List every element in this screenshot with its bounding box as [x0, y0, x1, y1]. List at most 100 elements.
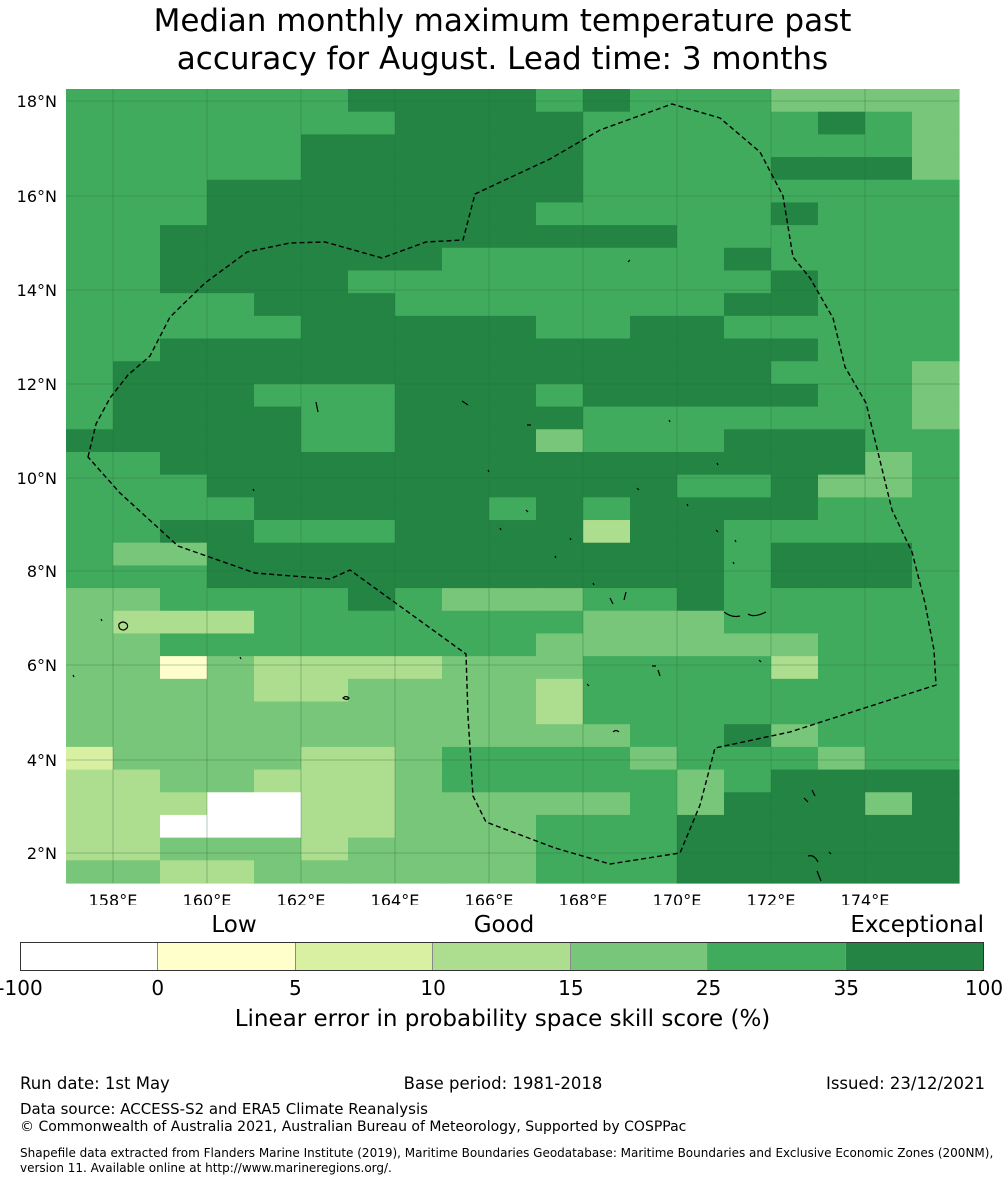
grid-cell: [677, 315, 725, 340]
grid-cell: [583, 429, 631, 453]
grid-cell: [395, 633, 443, 657]
grid-cell: [583, 270, 631, 294]
grid-cell: [583, 837, 631, 861]
grid-cell: [66, 451, 114, 476]
grid-cell: [771, 588, 819, 612]
grid-cell: [442, 520, 490, 544]
grid-cell: [66, 542, 114, 566]
grid-cell: [724, 746, 772, 771]
grid-cell: [254, 678, 302, 703]
longitude-tick-label: 174°E: [841, 891, 890, 905]
grid-cell: [912, 588, 960, 612]
grid-cell: [677, 724, 725, 748]
grid-cell: [865, 315, 913, 340]
grid-cell: [724, 837, 772, 861]
grid-cell: [630, 315, 678, 340]
shapefile-credit-line-2: version 11. Available online at http://w…: [20, 1161, 392, 1175]
grid-cell: [160, 724, 208, 748]
grid-cell: [912, 451, 960, 476]
grid-cell: [254, 315, 302, 340]
grid-cell: [254, 293, 302, 317]
grid-cell: [677, 338, 725, 362]
grid-cell: [818, 701, 866, 725]
grid-cell: [583, 315, 631, 340]
grid-cell: [442, 678, 490, 703]
grid-cell: [912, 293, 960, 317]
grid-cell: [677, 361, 725, 385]
grid-cell: [489, 157, 537, 181]
grid-cell: [442, 247, 490, 272]
grid-cell: [301, 701, 349, 725]
grid-cell: [113, 837, 161, 861]
grid-cell: [536, 565, 584, 589]
grid-cell: [301, 474, 349, 498]
grid-cell: [630, 701, 678, 725]
grid-cell: [207, 383, 255, 408]
grid-cell: [160, 293, 208, 317]
grid-cell: [442, 814, 490, 839]
grid-cell: [771, 497, 819, 521]
grid-cell: [254, 406, 302, 430]
grid-cell: [395, 610, 443, 635]
longitude-tick-label: 170°E: [653, 891, 702, 905]
grid-cell: [489, 814, 537, 839]
grid-cell: [677, 202, 725, 226]
grid-cell: [348, 497, 396, 521]
grid-cell: [442, 202, 490, 226]
grid-cell: [724, 134, 772, 158]
grid-cell: [254, 429, 302, 453]
grid-cell: [348, 678, 396, 703]
grid-cell: [630, 338, 678, 362]
grid-cell: [771, 429, 819, 453]
grid-cell: [348, 701, 396, 725]
grid-cell: [536, 701, 584, 725]
grid-cell: [489, 247, 537, 272]
copyright-notice: © Commonwealth of Australia 2021, Austra…: [20, 1119, 687, 1135]
grid-cell: [583, 814, 631, 839]
grid-cell: [207, 361, 255, 385]
grid-cell: [536, 429, 584, 453]
grid-cell: [66, 270, 114, 294]
grid-cell: [630, 293, 678, 317]
grid-cell: [865, 202, 913, 226]
grid-cell: [724, 701, 772, 725]
colorbar-segment: [21, 943, 159, 970]
grid-cell: [66, 860, 114, 884]
grid-cell: [724, 202, 772, 226]
grid-cell: [254, 202, 302, 226]
grid-cell: [912, 111, 960, 135]
grid-cell: [912, 633, 960, 657]
grid-cell: [583, 451, 631, 476]
data-source: Data source: ACCESS-S2 and ERA5 Climate …: [20, 1100, 428, 1118]
legend-good-label: Good: [473, 912, 535, 938]
grid-cell: [724, 179, 772, 204]
grid-cell: [865, 542, 913, 566]
grid-cell: [865, 633, 913, 657]
grid-cell: [818, 520, 866, 544]
grid-cell: [865, 270, 913, 294]
grid-cell: [583, 792, 631, 816]
grid-cell: [865, 338, 913, 362]
grid-cell: [583, 247, 631, 272]
grid-cell: [207, 724, 255, 748]
grid-cell: [348, 338, 396, 362]
grid-cell: [536, 678, 584, 703]
grid-cell: [912, 565, 960, 589]
grid-cell: [301, 860, 349, 884]
grid-cell: [865, 678, 913, 703]
grid-cell: [301, 406, 349, 430]
grid-cell: [677, 746, 725, 771]
grid-cell: [66, 429, 114, 453]
grid-cell: [395, 746, 443, 771]
grid-cell: [113, 179, 161, 204]
grid-cell: [536, 157, 584, 181]
grid-cell: [113, 769, 161, 793]
grid-cell: [865, 724, 913, 748]
grid-cell: [348, 134, 396, 158]
grid-cell: [912, 701, 960, 725]
grid-cell: [771, 837, 819, 861]
grid-cell: [818, 588, 866, 612]
colorbar-segment: [433, 943, 571, 970]
grid-cell: [301, 225, 349, 249]
grid-cell: [301, 315, 349, 340]
